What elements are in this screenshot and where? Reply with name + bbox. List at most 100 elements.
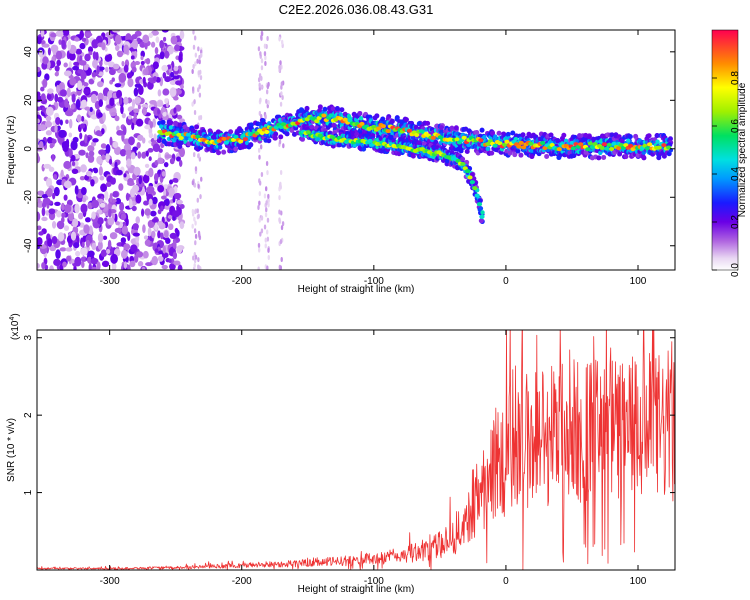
spectrogram-cell (278, 67, 281, 73)
spectrogram-cell (279, 239, 283, 245)
spectrogram-cell (149, 121, 154, 129)
spectrogram-cell (644, 146, 650, 151)
spectrogram-cell (569, 140, 575, 146)
spectrogram-cell (267, 193, 270, 199)
spectrogram-cell (476, 202, 483, 207)
spectrogram-cell (119, 202, 125, 212)
spectrogram-cell (137, 261, 144, 267)
spectrogram-cell (91, 39, 99, 49)
spectrogram-marks (37, 30, 674, 270)
spectrogram-cell (176, 156, 181, 162)
spectrogram-cell (160, 195, 167, 200)
spectrogram-cell (84, 133, 88, 144)
spectrogram-cell (197, 257, 200, 263)
spectrogram-cell (108, 208, 112, 218)
spectrogram-cell (380, 124, 386, 129)
spectrogram-cell (97, 217, 104, 225)
spectrogram-cell (38, 124, 47, 131)
spectrogram-cell (173, 260, 181, 266)
spectrogram-cell (48, 166, 55, 172)
spectrogram-cell (267, 202, 270, 208)
spectrogram-cell (585, 147, 591, 152)
spectrogram-frame (36, 29, 676, 271)
spectrogram-cell (95, 130, 102, 137)
spectrogram-ytick-label: 0 (23, 146, 34, 152)
spectrogram-cell (141, 266, 146, 270)
spectrogram-cell (257, 46, 261, 52)
spectrogram-cell (178, 53, 183, 63)
spectrogram-cell (472, 186, 478, 191)
spectrogram-cell (84, 32, 93, 37)
spectrogram-cell (56, 84, 60, 94)
spectrogram-cell (197, 87, 200, 93)
spectrogram-cell (479, 214, 485, 219)
spectrogram-cell (169, 262, 176, 270)
spectrogram-cell (144, 239, 151, 247)
spectrogram-cell (37, 190, 45, 196)
spectrogram-cell (168, 258, 172, 263)
spectrogram-cell (611, 141, 617, 146)
spectrogram-cell (148, 132, 154, 139)
spectrogram-cell (162, 245, 166, 254)
spectrogram-cell (282, 143, 285, 149)
spectrogram-cell (63, 70, 72, 77)
spectrogram-cell (289, 127, 295, 133)
spectrogram-cell (172, 177, 179, 183)
spectrogram-cell (142, 224, 146, 234)
spectrogram-cell (321, 113, 327, 118)
spectrogram-cell (258, 82, 261, 88)
spectrogram-cell (258, 191, 262, 197)
spectrogram-cell (106, 248, 111, 254)
spectrogram-cell (339, 107, 345, 113)
spectrogram-cell (99, 202, 106, 208)
spectrogram-cell (54, 93, 59, 103)
spectrogram-cell (164, 98, 169, 104)
spectrogram-cell (309, 124, 315, 130)
spectrogram-cell (259, 131, 265, 136)
spectrogram-cell (144, 208, 151, 216)
spectrogram-cell (37, 118, 41, 124)
spectrogram-cell (130, 55, 135, 60)
spectrogram-cell (267, 255, 270, 261)
spectrogram-cell (141, 151, 147, 159)
spectrogram-cell (123, 64, 129, 73)
spectrogram-cell (280, 210, 283, 216)
spectrogram-cell (98, 149, 106, 156)
spectrogram-cell (147, 227, 152, 237)
spectrogram-cell (608, 147, 615, 152)
spectrogram-cell (91, 266, 97, 270)
spectrogram-cell (41, 207, 46, 217)
spectrogram-cell (46, 187, 53, 198)
spectrogram-cell (145, 66, 149, 76)
spectrogram-cell (59, 89, 67, 97)
spectrogram-cell (460, 161, 466, 166)
spectrogram-cell (163, 187, 167, 198)
spectrogram-cell (152, 118, 156, 128)
spectrogram-cell (228, 129, 234, 135)
spectrogram-cell (157, 157, 164, 164)
spectrogram-cell (157, 220, 164, 227)
spectrogram-cell (41, 106, 47, 113)
spectrogram-cell (193, 216, 196, 222)
spectrogram-cell (107, 239, 112, 250)
spectrogram-cell (88, 263, 92, 270)
spectrogram-cell (192, 152, 196, 158)
spectrogram-cell (347, 118, 353, 123)
spectrogram-cell (148, 198, 153, 206)
spectrogram-cell (100, 249, 107, 257)
spectrogram-cell (137, 151, 142, 159)
spectrogram-cell (98, 71, 104, 77)
spectrogram-cell (38, 231, 44, 236)
spectrogram-cell (170, 35, 178, 45)
spectrogram-cell (520, 132, 526, 138)
spectrogram-cell (53, 173, 58, 180)
spectrogram-cell (328, 113, 334, 118)
spectrogram-cell (107, 217, 115, 226)
spectrogram-cell (272, 135, 278, 141)
spectrogram-cell (647, 142, 653, 147)
spectrogram-cell (461, 135, 467, 140)
spectrogram-cell (47, 238, 53, 247)
spectrogram-cell (460, 156, 466, 162)
spectrogram-cell (136, 177, 140, 185)
spectrogram-cell (135, 216, 141, 224)
